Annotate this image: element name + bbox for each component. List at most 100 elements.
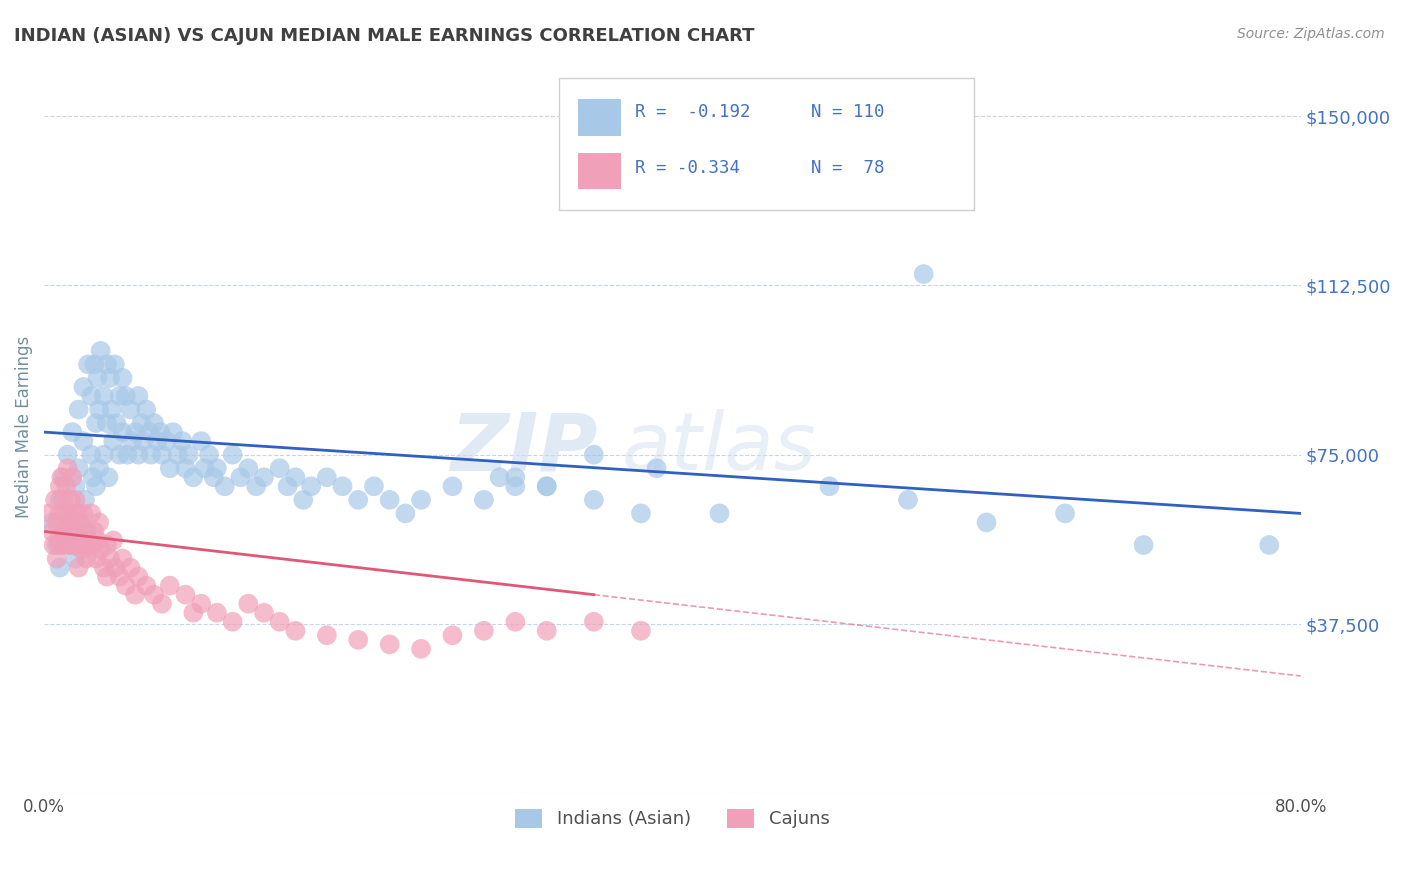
- Point: [44, 492, 66, 507]
- FancyBboxPatch shape: [578, 99, 621, 136]
- Text: R = -0.334: R = -0.334: [634, 159, 740, 178]
- Point: [52, 492, 75, 507]
- Point: [488, 470, 510, 484]
- Point: [193, 461, 215, 475]
- Point: [84, 551, 107, 566]
- Point: [45, 516, 67, 530]
- Point: [46, 533, 69, 548]
- Point: [269, 461, 291, 475]
- Point: [103, 533, 125, 548]
- Point: [65, 479, 87, 493]
- Point: [172, 434, 194, 449]
- Point: [56, 461, 79, 475]
- Point: [229, 470, 252, 484]
- Point: [93, 389, 115, 403]
- Point: [124, 425, 146, 439]
- Point: [84, 416, 107, 430]
- Point: [138, 425, 160, 439]
- Point: [284, 470, 307, 484]
- Point: [162, 425, 184, 439]
- Point: [149, 425, 172, 439]
- Point: [150, 448, 173, 462]
- Point: [53, 524, 76, 539]
- Point: [409, 492, 432, 507]
- Point: [98, 371, 121, 385]
- Point: [630, 624, 652, 638]
- Point: [86, 371, 108, 385]
- Point: [87, 461, 110, 475]
- Point: [60, 507, 83, 521]
- Point: [38, 507, 60, 521]
- Point: [177, 448, 200, 462]
- Point: [505, 470, 527, 484]
- Point: [124, 588, 146, 602]
- Point: [69, 516, 91, 530]
- Point: [394, 507, 416, 521]
- Point: [111, 371, 134, 385]
- Point: [86, 533, 108, 548]
- Point: [121, 434, 143, 449]
- Point: [67, 402, 90, 417]
- Point: [363, 479, 385, 493]
- Point: [181, 606, 204, 620]
- Point: [253, 606, 276, 620]
- Point: [174, 461, 197, 475]
- Point: [70, 542, 93, 557]
- Point: [315, 628, 337, 642]
- Point: [52, 524, 75, 539]
- Point: [114, 389, 136, 403]
- Point: [49, 507, 72, 521]
- Point: [108, 448, 131, 462]
- Point: [87, 402, 110, 417]
- Point: [41, 524, 63, 539]
- Point: [83, 524, 105, 539]
- Point: [66, 507, 89, 521]
- FancyBboxPatch shape: [560, 78, 974, 210]
- Point: [190, 434, 212, 449]
- Point: [45, 551, 67, 566]
- Text: INDIAN (ASIAN) VS CAJUN MEDIAN MALE EARNINGS CORRELATION CHART: INDIAN (ASIAN) VS CAJUN MEDIAN MALE EARN…: [14, 27, 755, 45]
- Point: [77, 358, 100, 372]
- Point: [127, 569, 149, 583]
- Point: [582, 615, 605, 629]
- Point: [202, 470, 225, 484]
- Point: [111, 425, 134, 439]
- Point: [104, 358, 127, 372]
- Point: [347, 492, 370, 507]
- Point: [127, 389, 149, 403]
- Point: [159, 461, 181, 475]
- Point: [80, 389, 103, 403]
- Point: [536, 624, 558, 638]
- Point: [80, 507, 103, 521]
- Point: [73, 492, 96, 507]
- Point: [135, 579, 157, 593]
- Point: [198, 448, 221, 462]
- Point: [1132, 538, 1154, 552]
- Point: [72, 380, 94, 394]
- Point: [505, 479, 527, 493]
- Point: [135, 402, 157, 417]
- Point: [441, 628, 464, 642]
- Point: [104, 560, 127, 574]
- Point: [347, 632, 370, 647]
- Point: [238, 597, 260, 611]
- Point: [111, 551, 134, 566]
- Point: [73, 524, 96, 539]
- Point: [76, 524, 98, 539]
- Point: [63, 538, 86, 552]
- Point: [536, 479, 558, 493]
- Point: [277, 479, 299, 493]
- Point: [72, 538, 94, 552]
- Point: [53, 507, 76, 521]
- Point: [82, 470, 104, 484]
- Point: [582, 448, 605, 462]
- Point: [84, 479, 107, 493]
- Point: [65, 524, 87, 539]
- Point: [83, 358, 105, 372]
- Point: [1258, 538, 1281, 552]
- Point: [472, 492, 495, 507]
- Point: [117, 448, 139, 462]
- Point: [77, 533, 100, 548]
- Point: [93, 448, 115, 462]
- Point: [67, 461, 90, 475]
